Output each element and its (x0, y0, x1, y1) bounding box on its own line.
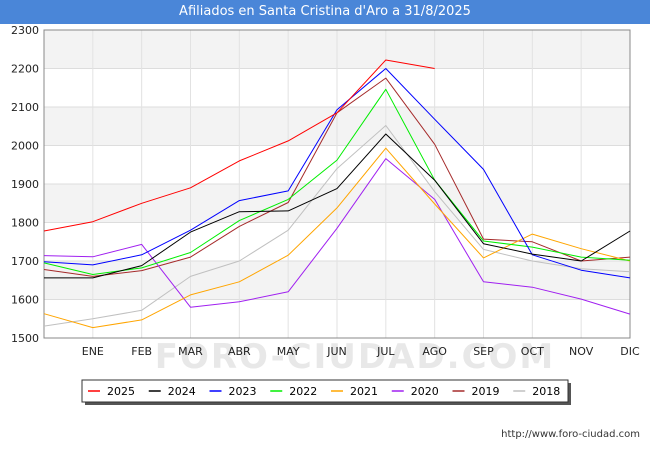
legend: 2025 2024 2023 2022 2021 2020 2019 2018 (81, 379, 571, 405)
watermark: FORO-CIUDAD.COM (155, 337, 556, 377)
series-line-2024 (44, 133, 631, 279)
y-tick-label: 2300 (11, 24, 39, 37)
series-line-2021 (43, 147, 631, 329)
y-tick-label: 1500 (11, 332, 39, 345)
x-tick-label: DIC (620, 345, 640, 358)
y-tick-label: 2000 (11, 140, 39, 153)
y-tick-label: 1900 (11, 178, 39, 191)
series-line-2023 (43, 68, 631, 279)
legend-box (81, 379, 569, 403)
plot-border (43, 29, 631, 339)
x-tick-label: FEB (131, 345, 152, 358)
x-tick-label: OCT (521, 345, 544, 358)
x-tick-label: MAY (277, 345, 300, 358)
series-line-2025 (43, 59, 435, 232)
gridlines (43, 29, 631, 339)
series-lines (43, 59, 631, 329)
x-tick-label: ENE (82, 345, 104, 358)
y-tick-label: 1700 (11, 255, 39, 268)
legend-label-2024: 2024 (168, 385, 196, 398)
legend-label-2021: 2021 (350, 385, 378, 398)
chart-title: Afiliados en Santa Cristina d'Aro a 31/8… (0, 0, 650, 24)
x-tick-label: ABR (228, 345, 251, 358)
x-tick-label: JUN (326, 345, 347, 358)
source-credit: http://www.foro-ciudad.com (501, 429, 640, 440)
x-tick-label: JUL (376, 345, 395, 358)
x-tick-label: MAR (178, 345, 203, 358)
y-tick-label: 2100 (11, 101, 39, 114)
series-line-2020 (43, 158, 631, 315)
legend-label-2023: 2023 (229, 385, 257, 398)
x-tick-label: NOV (569, 345, 594, 358)
legend-label-2022: 2022 (289, 385, 317, 398)
x-axis: ENE FEB MAR ABR MAY JUN JUL AGO SEP OCT NOV DIC (82, 345, 640, 358)
y-tick-label: 1800 (11, 217, 39, 230)
x-tick-label: SEP (473, 345, 494, 358)
legend-label-2018: 2018 (532, 385, 560, 398)
series-line-2022 (43, 88, 631, 275)
x-tick-label: AGO (422, 345, 447, 358)
y-tick-label: 1600 (11, 294, 39, 307)
series-line-2018 (43, 125, 631, 327)
y-axis: 1500 1600 1700 1800 1900 2000 2100 2200 2300 (11, 24, 39, 345)
legend-label-2019: 2019 (472, 385, 500, 398)
legend-label-2025: 2025 (107, 385, 135, 398)
y-tick-label: 2200 (11, 63, 39, 76)
legend-label-2020: 2020 (411, 385, 439, 398)
